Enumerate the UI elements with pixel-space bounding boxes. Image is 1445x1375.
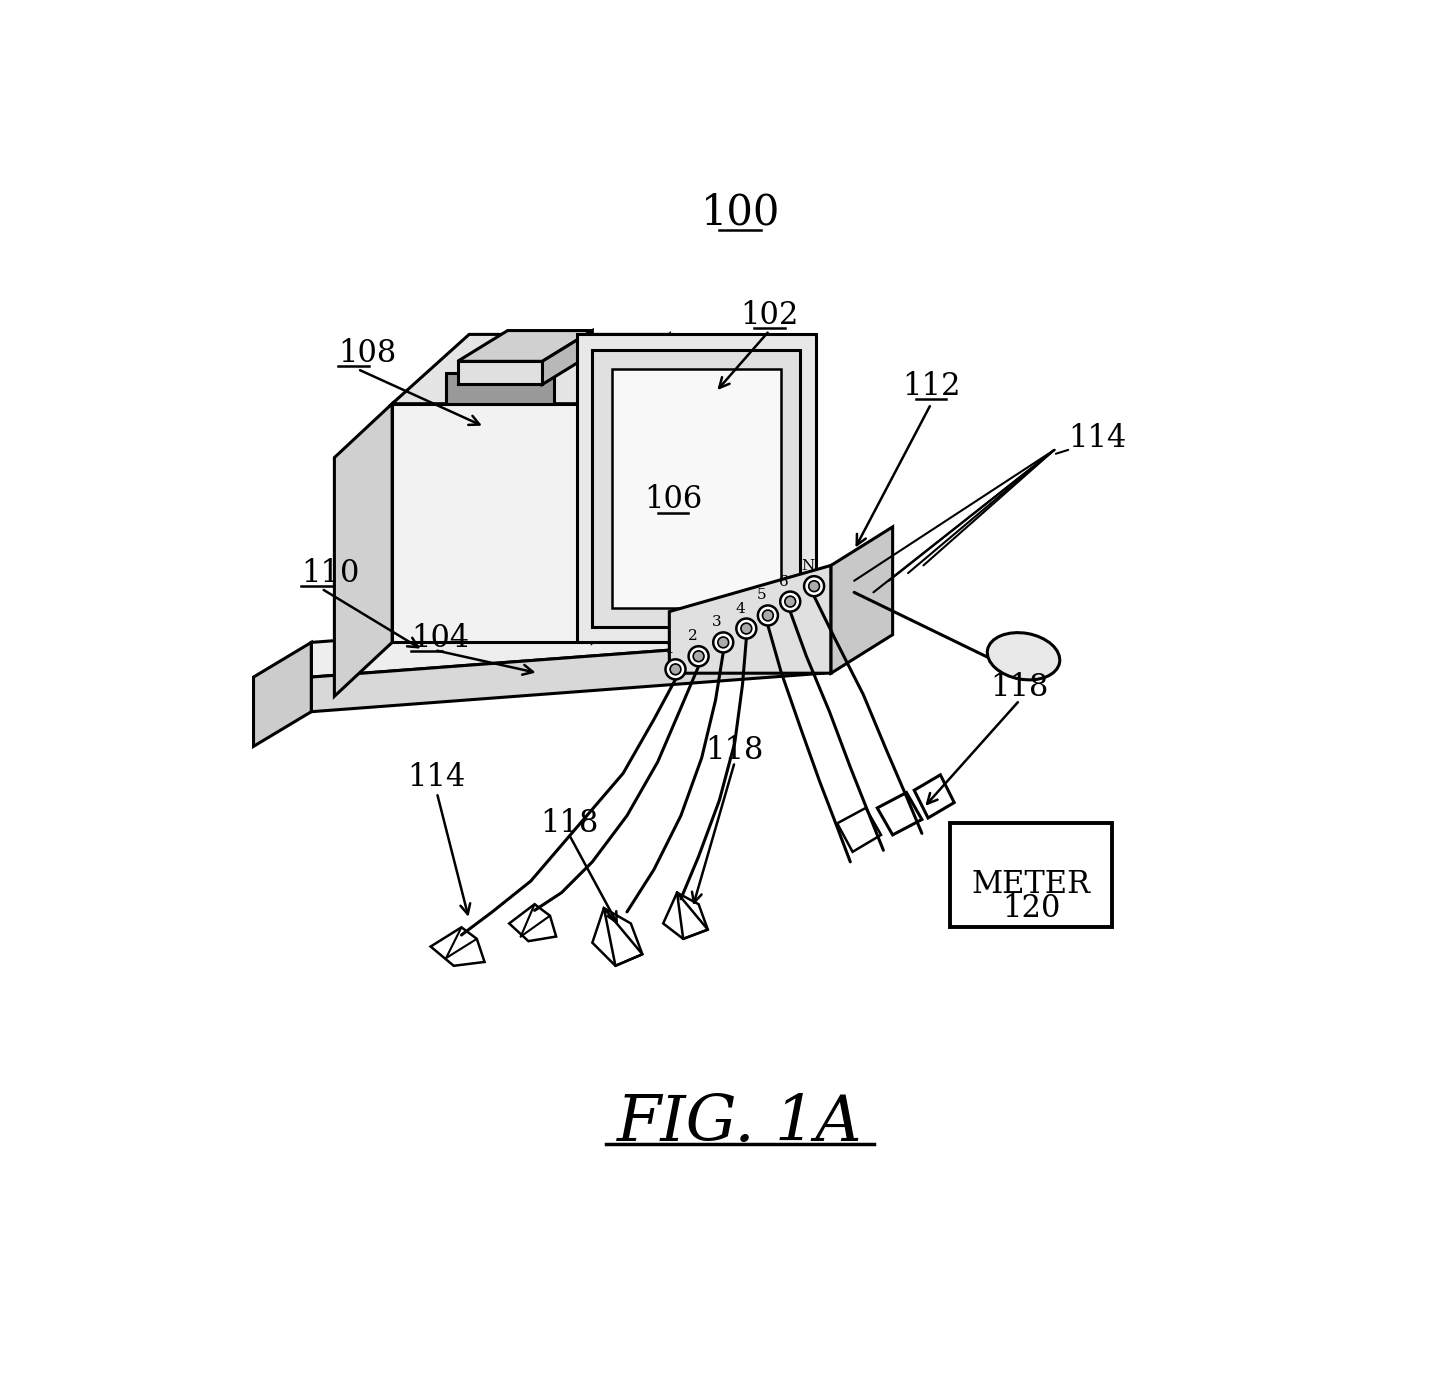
Text: 4: 4 <box>736 601 746 616</box>
Text: 100: 100 <box>701 191 780 234</box>
Ellipse shape <box>987 632 1059 679</box>
Polygon shape <box>592 349 801 627</box>
Text: 108: 108 <box>338 338 396 368</box>
Circle shape <box>785 597 796 606</box>
Text: 120: 120 <box>1001 892 1061 924</box>
Circle shape <box>694 650 704 661</box>
Polygon shape <box>669 565 831 674</box>
Polygon shape <box>458 362 542 385</box>
Circle shape <box>757 605 777 626</box>
Polygon shape <box>592 334 669 642</box>
Text: 118: 118 <box>990 671 1049 703</box>
Circle shape <box>718 637 728 648</box>
Text: 110: 110 <box>301 558 360 588</box>
Text: 1: 1 <box>665 642 675 656</box>
Circle shape <box>666 660 685 679</box>
Polygon shape <box>877 792 922 835</box>
Circle shape <box>714 632 733 652</box>
Polygon shape <box>458 330 592 362</box>
Text: 2: 2 <box>688 630 698 644</box>
Text: N: N <box>802 560 815 573</box>
Polygon shape <box>447 373 553 404</box>
Text: 118: 118 <box>540 808 598 839</box>
Text: METER: METER <box>971 869 1091 901</box>
Polygon shape <box>431 927 484 965</box>
Polygon shape <box>611 368 780 608</box>
Polygon shape <box>334 404 392 696</box>
Circle shape <box>737 619 756 638</box>
Text: 114: 114 <box>407 762 465 792</box>
Polygon shape <box>592 908 643 965</box>
Text: 114: 114 <box>1068 424 1127 454</box>
Text: 112: 112 <box>902 371 961 403</box>
Text: 102: 102 <box>740 300 799 330</box>
Polygon shape <box>253 642 311 747</box>
Text: 6: 6 <box>779 575 789 588</box>
Polygon shape <box>577 334 815 642</box>
Bar <box>951 824 1113 927</box>
Text: 5: 5 <box>757 588 766 602</box>
Text: 118: 118 <box>705 734 764 766</box>
Text: 3: 3 <box>712 616 722 630</box>
Circle shape <box>741 623 751 634</box>
Text: 104: 104 <box>412 623 470 654</box>
Polygon shape <box>542 330 592 385</box>
Circle shape <box>670 664 681 675</box>
Polygon shape <box>392 404 592 642</box>
Polygon shape <box>663 892 708 939</box>
Text: FIG. 1A: FIG. 1A <box>617 1093 863 1155</box>
Polygon shape <box>831 527 893 674</box>
Polygon shape <box>509 905 556 940</box>
Polygon shape <box>837 808 881 852</box>
Circle shape <box>763 610 773 622</box>
Circle shape <box>803 576 824 597</box>
Circle shape <box>689 646 708 667</box>
Polygon shape <box>915 775 954 818</box>
Polygon shape <box>392 334 669 404</box>
Circle shape <box>809 580 819 591</box>
Text: 106: 106 <box>644 484 702 516</box>
Circle shape <box>780 591 801 612</box>
Polygon shape <box>311 604 824 676</box>
Polygon shape <box>311 638 824 712</box>
